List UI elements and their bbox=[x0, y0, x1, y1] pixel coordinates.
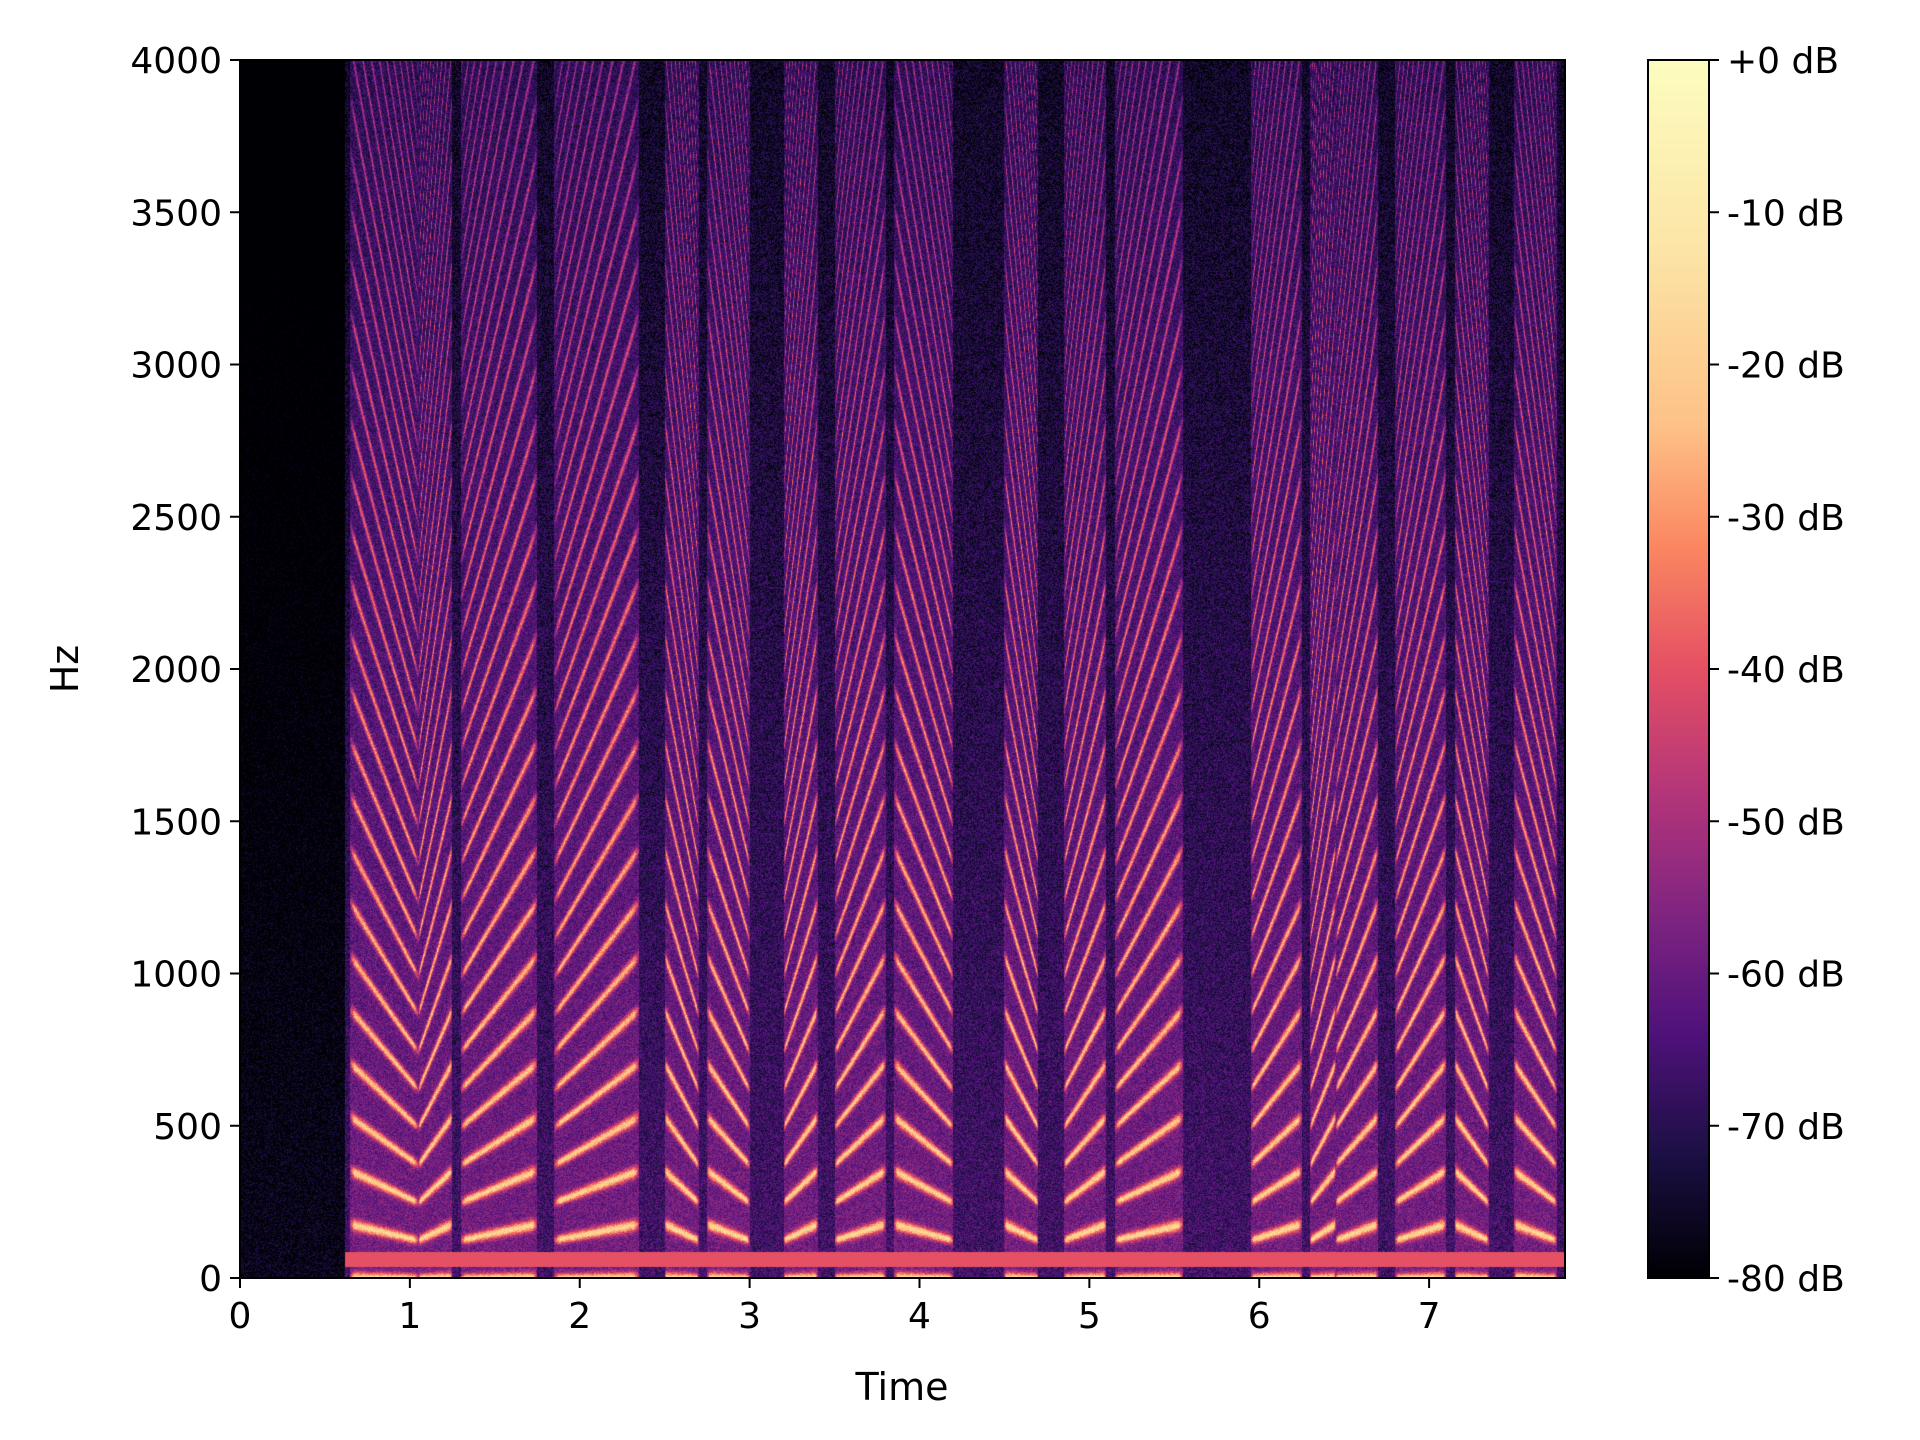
colorbar-tick-label: -10 dB bbox=[1727, 193, 1845, 234]
colorbar-tick-label: -40 dB bbox=[1727, 650, 1845, 691]
y-tick-label: 1500 bbox=[130, 802, 222, 843]
colorbar-tick-label: +0 dB bbox=[1727, 41, 1839, 82]
colorbar-tick-label: -80 dB bbox=[1727, 1259, 1845, 1300]
colorbar-tick-label: -60 dB bbox=[1727, 955, 1845, 996]
y-axis-ticks: 0 500 1000 1500 2000 2500 3000 3500 4000 bbox=[130, 41, 240, 1300]
colorbar-tick-label: -20 dB bbox=[1727, 346, 1845, 387]
colorbar-tick-label: -70 dB bbox=[1727, 1107, 1845, 1148]
x-tick-label: 4 bbox=[908, 1296, 931, 1337]
x-tick-label: 1 bbox=[398, 1296, 421, 1337]
colorbar-tick-label: -50 dB bbox=[1727, 802, 1845, 843]
x-tick-label: 2 bbox=[568, 1296, 591, 1337]
y-tick-label: 4000 bbox=[130, 41, 222, 82]
x-axis-ticks: 0 1 2 3 4 5 6 7 bbox=[229, 1278, 1441, 1337]
colorbar-gradient bbox=[1648, 60, 1709, 1278]
y-tick-label: 3500 bbox=[130, 193, 222, 234]
y-tick-label: 500 bbox=[153, 1107, 222, 1148]
x-tick-label: 7 bbox=[1418, 1296, 1441, 1337]
colorbar-frame bbox=[1647, 59, 1710, 1279]
y-tick-label: 0 bbox=[199, 1259, 222, 1300]
y-tick-label: 2000 bbox=[130, 650, 222, 691]
y-axis-label: Hz bbox=[43, 645, 87, 694]
x-tick-label: 0 bbox=[229, 1296, 252, 1337]
x-tick-label: 5 bbox=[1078, 1296, 1101, 1337]
x-axis-label: Time bbox=[855, 1365, 949, 1409]
colorbar-tick-label: -30 dB bbox=[1727, 498, 1845, 539]
y-tick-label: 3000 bbox=[130, 346, 222, 387]
y-tick-label: 1000 bbox=[130, 955, 222, 996]
plot-frame bbox=[239, 59, 1566, 1279]
x-tick-label: 6 bbox=[1248, 1296, 1271, 1337]
colorbar-ticks: +0 dB -10 dB -20 dB -30 dB -40 dB -50 dB -60 d… bbox=[1709, 41, 1845, 1300]
spectrogram-image bbox=[240, 60, 1565, 1278]
x-tick-label: 3 bbox=[738, 1296, 761, 1337]
y-tick-label: 2500 bbox=[130, 498, 222, 539]
